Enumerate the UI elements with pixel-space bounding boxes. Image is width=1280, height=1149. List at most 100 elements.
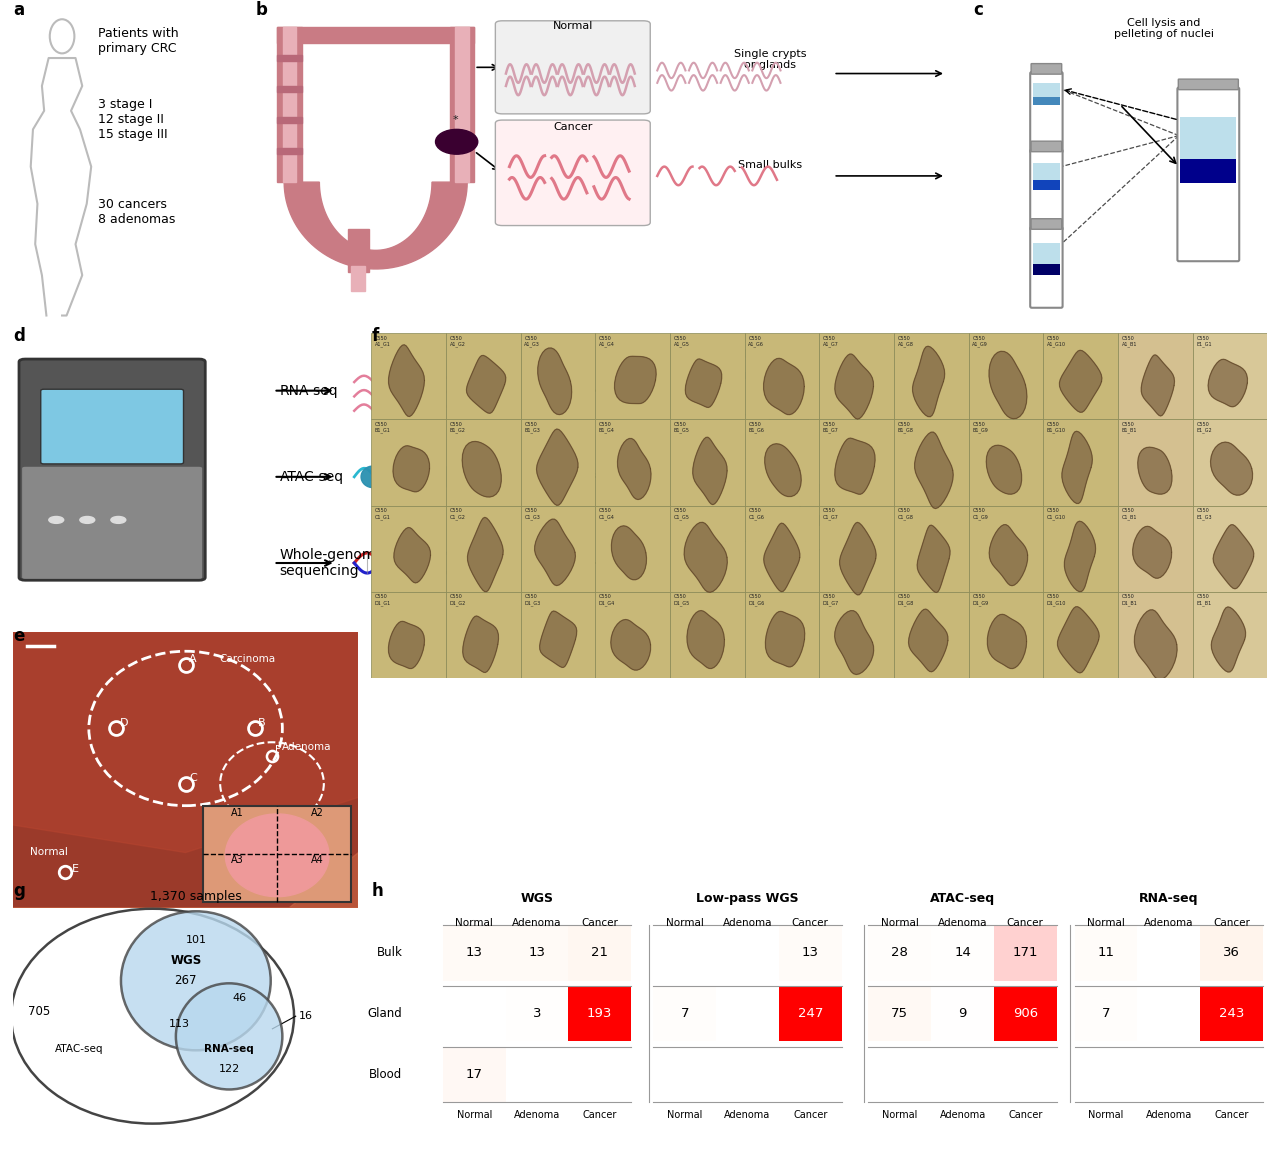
Text: C550
A1_G8: C550 A1_G8 — [897, 336, 914, 347]
Text: h: h — [371, 882, 383, 901]
Polygon shape — [535, 519, 576, 586]
Text: C550
D1_G6: C550 D1_G6 — [749, 594, 764, 606]
Text: ATAC-seq: ATAC-seq — [931, 893, 995, 905]
Bar — [869, 1047, 932, 1102]
Text: C550
A1_G6: C550 A1_G6 — [749, 336, 764, 347]
Text: Adenoma: Adenoma — [1144, 918, 1193, 927]
Text: 30 cancers
8 adenomas: 30 cancers 8 adenomas — [99, 198, 175, 225]
Text: C: C — [189, 773, 197, 782]
Text: 13: 13 — [466, 947, 483, 959]
Text: A3: A3 — [232, 855, 243, 865]
Text: g: g — [13, 882, 24, 901]
Ellipse shape — [492, 466, 515, 487]
Polygon shape — [1133, 526, 1171, 578]
Bar — [1043, 333, 1117, 419]
Text: 7: 7 — [1102, 1008, 1110, 1020]
Text: Adenoma: Adenoma — [513, 1110, 561, 1120]
Bar — [371, 592, 445, 678]
Polygon shape — [456, 28, 468, 182]
Polygon shape — [348, 229, 369, 272]
Text: 7: 7 — [681, 1008, 689, 1020]
Text: c: c — [973, 1, 983, 20]
Text: Normal: Normal — [667, 1110, 703, 1120]
Polygon shape — [1138, 447, 1172, 494]
Text: C550
A1_G1: C550 A1_G1 — [375, 336, 390, 347]
Polygon shape — [685, 358, 722, 408]
Bar — [1201, 925, 1262, 981]
FancyBboxPatch shape — [1030, 228, 1062, 308]
Text: b: b — [256, 1, 268, 20]
Text: C550
C1_G6: C550 C1_G6 — [749, 508, 764, 519]
Text: Cancer: Cancer — [581, 918, 618, 927]
FancyBboxPatch shape — [19, 358, 205, 580]
Text: 705: 705 — [28, 1004, 50, 1018]
Bar — [1075, 1047, 1138, 1102]
Bar — [654, 1047, 717, 1102]
Polygon shape — [278, 148, 302, 154]
Bar — [805, 506, 835, 526]
Bar — [893, 333, 969, 419]
Polygon shape — [692, 438, 727, 504]
Bar — [1138, 986, 1201, 1041]
Text: f: f — [371, 327, 379, 346]
Text: F: F — [275, 746, 282, 755]
Circle shape — [79, 516, 95, 523]
Text: C550
C1_G10: C550 C1_G10 — [1047, 508, 1066, 519]
Text: B: B — [259, 718, 266, 727]
FancyBboxPatch shape — [771, 412, 808, 419]
Bar — [595, 506, 669, 592]
Text: C550
A1_G10: C550 A1_G10 — [1047, 336, 1066, 347]
Text: Adenoma: Adenoma — [723, 918, 772, 927]
Text: Normal: Normal — [666, 918, 704, 927]
Polygon shape — [835, 438, 876, 494]
Ellipse shape — [175, 984, 283, 1089]
Bar — [893, 419, 969, 506]
Polygon shape — [612, 526, 646, 580]
Polygon shape — [1062, 431, 1092, 503]
Text: Single crypts
or glands: Single crypts or glands — [733, 48, 806, 70]
Text: C550
B1_G1: C550 B1_G1 — [375, 422, 390, 433]
Text: C550
D1_G7: C550 D1_G7 — [823, 594, 840, 606]
Circle shape — [225, 813, 329, 896]
FancyBboxPatch shape — [1178, 87, 1239, 261]
Text: 28: 28 — [891, 947, 909, 959]
Bar — [995, 986, 1057, 1041]
Text: Cancer: Cancer — [794, 1110, 827, 1120]
Polygon shape — [278, 55, 302, 61]
Text: 906: 906 — [1012, 1008, 1038, 1020]
Bar — [742, 365, 773, 379]
Bar — [819, 592, 893, 678]
Text: C550
C1_G2: C550 C1_G2 — [449, 508, 466, 519]
Text: Adenoma: Adenoma — [938, 918, 987, 927]
Bar — [932, 925, 993, 981]
Text: WGS: WGS — [521, 893, 553, 905]
FancyBboxPatch shape — [800, 489, 840, 549]
Polygon shape — [278, 28, 475, 43]
Polygon shape — [764, 358, 804, 415]
FancyBboxPatch shape — [1030, 149, 1062, 230]
Bar — [969, 592, 1043, 678]
Polygon shape — [1057, 607, 1100, 673]
FancyBboxPatch shape — [1032, 218, 1061, 230]
Polygon shape — [538, 348, 572, 415]
Bar — [805, 515, 835, 526]
Text: 3 stage I
12 stage II
15 stage III: 3 stage I 12 stage II 15 stage III — [99, 99, 168, 141]
Text: Adenoma: Adenoma — [282, 742, 332, 753]
Bar — [1033, 83, 1060, 105]
Bar — [521, 592, 595, 678]
Text: 36: 36 — [1222, 947, 1240, 959]
Ellipse shape — [466, 466, 489, 487]
Bar — [717, 925, 780, 981]
Bar — [1138, 1047, 1201, 1102]
Bar — [932, 1047, 993, 1102]
Bar — [893, 592, 969, 678]
Text: a: a — [13, 1, 24, 20]
Polygon shape — [1134, 610, 1178, 680]
Polygon shape — [393, 446, 430, 492]
FancyBboxPatch shape — [495, 21, 650, 114]
Text: D: D — [120, 718, 128, 727]
Bar — [778, 925, 841, 981]
Text: C550
D1_G8: C550 D1_G8 — [897, 594, 914, 606]
FancyBboxPatch shape — [1032, 141, 1061, 152]
Bar — [568, 986, 631, 1041]
